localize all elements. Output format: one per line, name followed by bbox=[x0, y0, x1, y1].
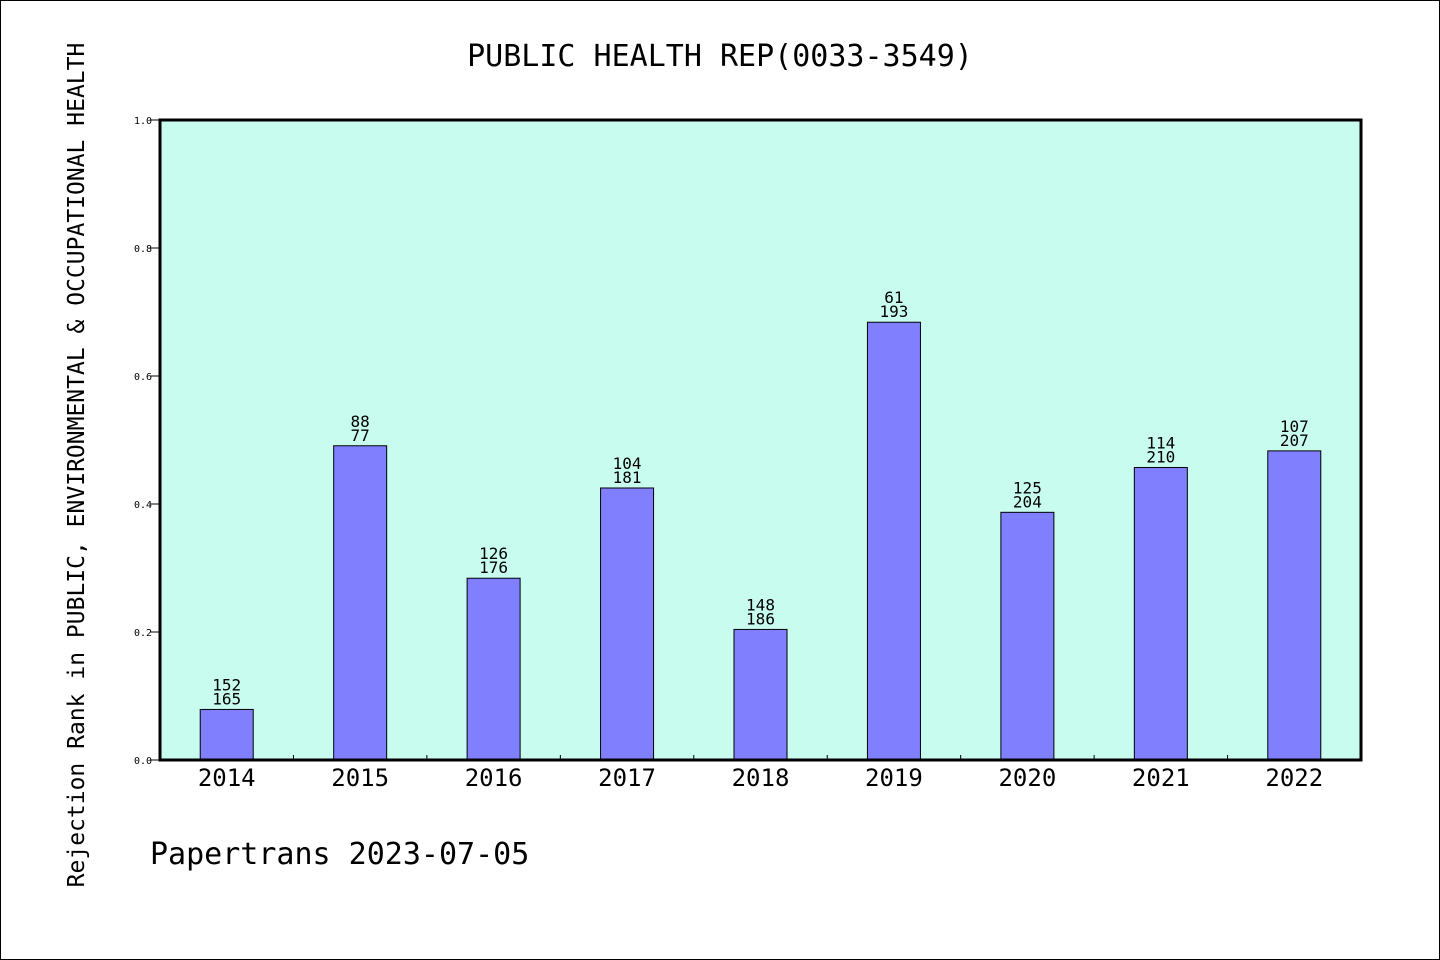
bar-label-top: 126 bbox=[479, 544, 508, 563]
bar-2019 bbox=[866, 321, 921, 761]
y-tick-label: 0.4 bbox=[134, 500, 152, 511]
y-tick-label: 0.2 bbox=[134, 628, 152, 639]
bar-label-top: 148 bbox=[746, 595, 775, 614]
bar-2015 bbox=[333, 445, 388, 761]
footer-credit: Papertrans 2023-07-05 bbox=[150, 837, 529, 872]
chart-title: PUBLIC HEALTH REP(0033-3549) bbox=[467, 39, 973, 74]
bar-label-top: 152 bbox=[212, 675, 241, 694]
x-tick-label: 2016 bbox=[465, 764, 523, 792]
bar-label-top: 88 bbox=[351, 412, 370, 431]
x-tick-label: 2014 bbox=[198, 764, 256, 792]
plot-border bbox=[158, 118, 1363, 762]
x-tick-label: 2019 bbox=[865, 764, 923, 792]
bar-2018 bbox=[733, 628, 788, 761]
bar-label-bottom: 204 bbox=[1013, 492, 1042, 511]
bar-label-bottom: 193 bbox=[879, 302, 908, 321]
x-tick-label: 2022 bbox=[1265, 764, 1323, 792]
bar-2021 bbox=[1133, 467, 1188, 761]
bar-label-bottom: 181 bbox=[613, 468, 642, 487]
x-tick-label: 2021 bbox=[1132, 764, 1190, 792]
x-tick-label: 2018 bbox=[732, 764, 790, 792]
y-axis: 0.0 0.2 0.4 0.6 0.8 1.0 bbox=[134, 116, 160, 767]
bar-2022 bbox=[1267, 450, 1322, 761]
bar-2016 bbox=[466, 577, 521, 761]
bar-label-top: 61 bbox=[884, 288, 903, 307]
x-tick-label: 2015 bbox=[331, 764, 389, 792]
bar-label-bottom: 186 bbox=[746, 609, 775, 628]
bar-label-bottom: 207 bbox=[1280, 431, 1309, 450]
y-tick-label: 1.0 bbox=[134, 116, 152, 127]
bar-2017 bbox=[600, 487, 655, 761]
bar-label-bottom: 176 bbox=[479, 558, 508, 577]
bar-label-bottom: 210 bbox=[1146, 448, 1175, 467]
y-tick-label: 0.6 bbox=[134, 372, 152, 383]
y-tick-label: 0.8 bbox=[134, 244, 152, 255]
bar-label-bottom: 77 bbox=[351, 426, 370, 445]
bar-label-bottom: 165 bbox=[212, 689, 241, 708]
bar-label-top: 107 bbox=[1280, 417, 1309, 436]
bar-2014 bbox=[199, 708, 254, 761]
x-axis: 2014 2015 2016 2017 2018 2019 2020 2021 2022 bbox=[198, 755, 1323, 792]
bar-2020 bbox=[1000, 511, 1055, 761]
bar-label-top: 125 bbox=[1013, 478, 1042, 497]
bar-label-top: 114 bbox=[1146, 434, 1175, 453]
x-tick-label: 2017 bbox=[598, 764, 656, 792]
y-axis-label: Rejection Rank in PUBLIC, ENVIRONMENTAL … bbox=[64, 43, 90, 888]
bar-label-top: 104 bbox=[613, 454, 642, 473]
x-tick-label: 2020 bbox=[998, 764, 1056, 792]
y-tick-label: 0.0 bbox=[134, 756, 152, 767]
